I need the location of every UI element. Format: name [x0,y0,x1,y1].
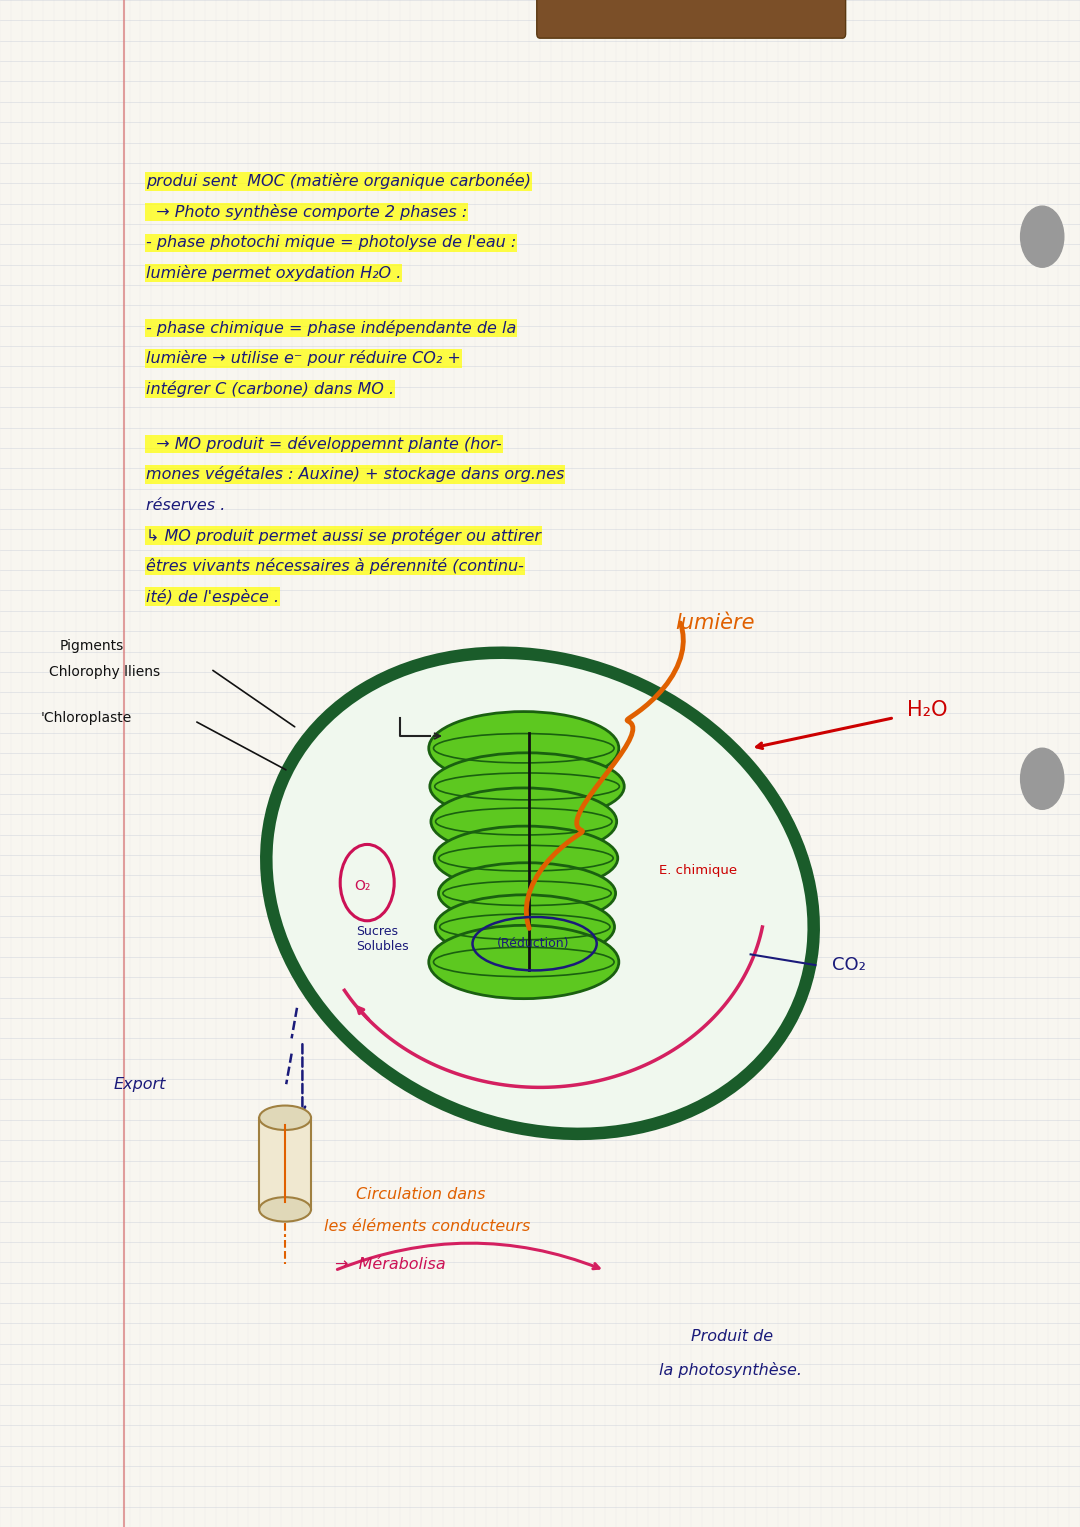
Text: êtres vivants nécessaires à pérennité (continu-: êtres vivants nécessaires à pérennité (c… [146,557,524,574]
Text: E. chimique: E. chimique [659,864,737,876]
Ellipse shape [259,1197,311,1222]
Ellipse shape [438,863,616,924]
Text: Export: Export [113,1077,165,1092]
Text: - phase photochi mique = photolyse de l'eau :: - phase photochi mique = photolyse de l'… [146,235,516,250]
Ellipse shape [434,826,618,890]
Text: → MO produit = développemnt plante (hor-: → MO produit = développemnt plante (hor- [146,435,501,452]
Text: la photosynthèse.: la photosynthèse. [659,1362,801,1377]
Text: (Réduction): (Réduction) [497,938,569,950]
Ellipse shape [259,1106,311,1130]
Text: Circulation dans: Circulation dans [356,1186,486,1202]
Text: O₂: O₂ [354,878,370,893]
Text: - phase chimique = phase indépendante de la: - phase chimique = phase indépendante de… [146,319,516,336]
Circle shape [1021,748,1064,809]
Text: CO₂: CO₂ [832,956,865,974]
Ellipse shape [430,753,624,820]
Ellipse shape [431,788,617,855]
Text: → Photo synthèse comporte 2 phases :: → Photo synthèse comporte 2 phases : [146,203,467,220]
Text: ↳ MO produit permet aussi se protéger ou attirer: ↳ MO produit permet aussi se protéger ou… [146,527,541,544]
Ellipse shape [429,925,619,999]
Text: lumière → utilise e⁻ pour réduire CO₂ +: lumière → utilise e⁻ pour réduire CO₂ + [146,350,460,366]
FancyBboxPatch shape [537,0,846,38]
Text: lumière permet oxydation H₂O .: lumière permet oxydation H₂O . [146,264,401,281]
Text: 'Chloroplaste: 'Chloroplaste [41,710,132,725]
Text: intégrer C (carbone) dans MO .: intégrer C (carbone) dans MO . [146,380,394,397]
Text: lumière: lumière [675,612,755,634]
Text: mones végétales : Auxine) + stockage dans org.nes: mones végétales : Auxine) + stockage dan… [146,466,564,483]
Text: produi sent  MOC (matière organique carbonée): produi sent MOC (matière organique carbo… [146,173,530,189]
FancyBboxPatch shape [259,1118,311,1209]
Ellipse shape [435,895,615,959]
Text: Sucres
Solubles: Sucres Solubles [356,925,409,953]
Text: les éléments conducteurs: les éléments conducteurs [324,1219,530,1234]
Text: Chlorophy lliens: Chlorophy lliens [49,664,160,680]
Text: Produit de: Produit de [691,1328,773,1344]
Ellipse shape [267,652,813,1135]
Text: réserves .: réserves . [146,498,225,513]
Text: ité) de l'espèce .: ité) de l'espèce . [146,588,279,605]
Ellipse shape [429,712,619,785]
Text: →  Mérabolisa: → Mérabolisa [335,1257,445,1272]
Text: Pigments: Pigments [59,638,123,654]
Text: H₂O: H₂O [907,699,948,721]
Circle shape [1021,206,1064,267]
